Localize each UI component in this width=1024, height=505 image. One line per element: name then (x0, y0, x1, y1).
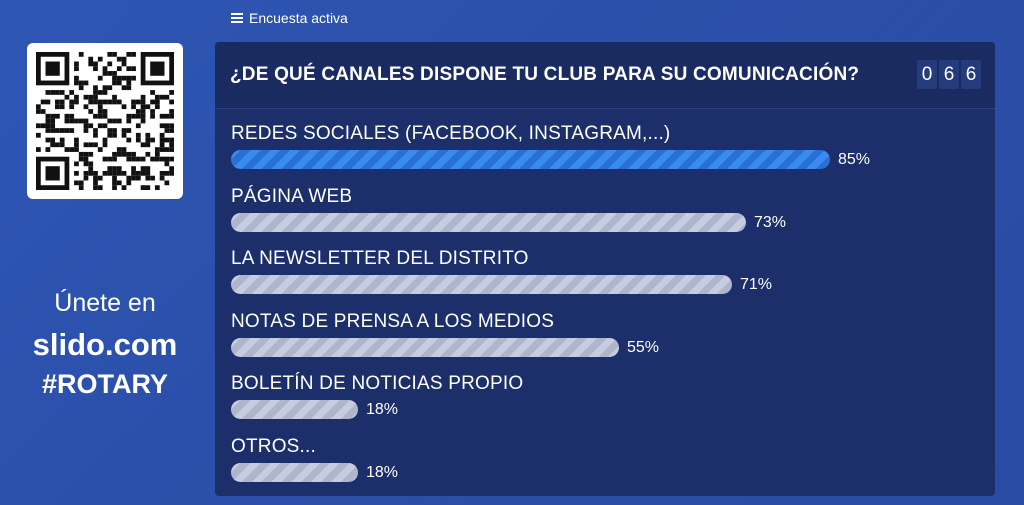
result-percent: 73% (754, 213, 787, 231)
join-text: Únete en (54, 289, 156, 317)
result-bar (231, 337, 619, 357)
poll-option: REDES SOCIALES (FACEBOOK, INSTAGRAM,...)… (231, 122, 870, 185)
poll-option-label: PÁGINA WEB (231, 185, 353, 207)
poll-option-result: 85% (231, 150, 870, 169)
vote-counter: 0 6 6 (917, 60, 981, 89)
result-bar (231, 275, 732, 294)
join-url[interactable]: slido.com (32, 327, 178, 362)
poll-option-result: 73% (231, 212, 870, 232)
poll-option-label: OTROS... (231, 435, 316, 457)
poll-question: ¿DE QUÉ CANALES DISPONE TU CLUB PARA SU … (230, 64, 860, 85)
result-bar (231, 462, 358, 482)
list-icon (231, 13, 243, 23)
event-code: #ROTARY (41, 369, 168, 399)
qr-code (27, 43, 183, 199)
poll-option: LA NEWSLETTER DEL DISTRITO 71% (231, 247, 870, 310)
active-poll-label: Encuesta activa (231, 9, 348, 27)
result-bar (231, 212, 746, 232)
result-percent: 85% (838, 151, 871, 168)
poll-option-label: BOLETÍN DE NOTICIAS PROPIO (231, 373, 524, 394)
result-bar (231, 400, 358, 419)
poll-panel: ¿DE QUÉ CANALES DISPONE TU CLUB PARA SU … (215, 42, 995, 496)
active-poll-text: Encuesta activa (249, 10, 348, 26)
poll-options: REDES SOCIALES (FACEBOOK, INSTAGRAM,...)… (231, 122, 870, 496)
result-percent: 71% (740, 276, 773, 293)
poll-option-result: 55% (231, 337, 870, 357)
vote-digit: 6 (961, 60, 981, 89)
poll-option-label: REDES SOCIALES (FACEBOOK, INSTAGRAM,...) (231, 123, 671, 144)
poll-option: BOLETÍN DE NOTICIAS PROPIO 18% (231, 372, 870, 435)
poll-header: ¿DE QUÉ CANALES DISPONE TU CLUB PARA SU … (215, 42, 995, 109)
join-instructions: Únete en slido.com #ROTARY (10, 286, 200, 402)
poll-option-result: 18% (231, 462, 870, 482)
poll-option-label: NOTAS DE PRENSA A LOS MEDIOS (231, 310, 555, 332)
poll-option-result: 71% (231, 275, 870, 294)
result-bar (231, 150, 830, 169)
result-percent: 18% (366, 463, 399, 481)
poll-option-result: 18% (231, 400, 870, 419)
poll-option-label: LA NEWSLETTER DEL DISTRITO (231, 248, 529, 269)
result-percent: 55% (627, 338, 660, 356)
poll-option: PÁGINA WEB 73% (231, 185, 870, 248)
poll-option: NOTAS DE PRENSA A LOS MEDIOS 55% (231, 310, 870, 373)
vote-digit: 6 (939, 60, 959, 89)
vote-digit: 0 (917, 60, 937, 89)
poll-option: OTROS... 18% (231, 435, 870, 497)
result-percent: 18% (366, 401, 399, 418)
qr-code-icon (36, 52, 174, 190)
